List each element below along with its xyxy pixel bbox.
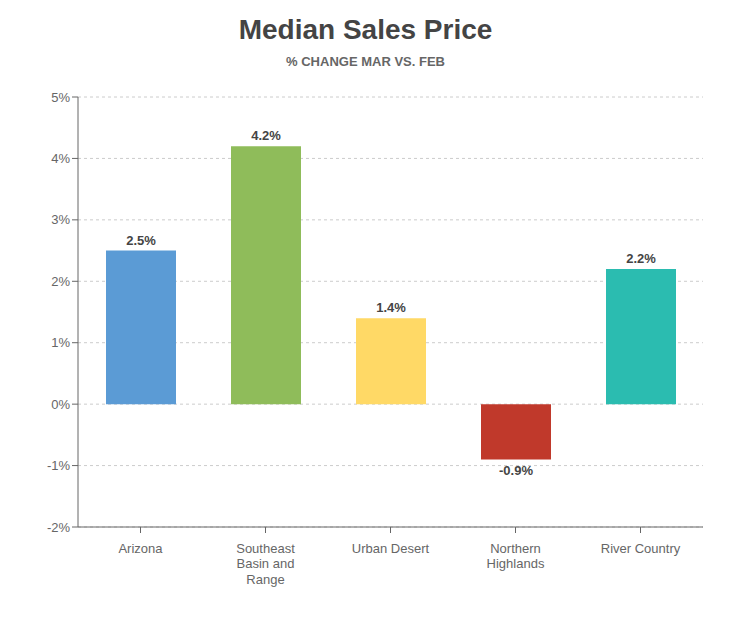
svg-text:0%: 0% xyxy=(51,397,70,412)
svg-text:2.5%: 2.5% xyxy=(126,233,156,248)
svg-text:5%: 5% xyxy=(51,90,70,105)
svg-text:SoutheastBasin andRange: SoutheastBasin andRange xyxy=(236,541,295,587)
svg-text:2.2%: 2.2% xyxy=(626,251,656,266)
svg-text:River Country: River Country xyxy=(601,541,681,556)
svg-text:-1%: -1% xyxy=(47,458,71,473)
svg-text:1%: 1% xyxy=(51,335,70,350)
html-text:Median Sales Price: Median Sales Price xyxy=(238,14,493,45)
svg-text:Arizona: Arizona xyxy=(118,541,163,556)
svg-text:2%: 2% xyxy=(51,274,70,289)
svg-text:4.2%: 4.2% xyxy=(251,128,281,143)
svg-text:-0.9%: -0.9% xyxy=(499,463,533,478)
svg-text:1.4%: 1.4% xyxy=(376,300,406,315)
svg-text:NorthernHighlands: NorthernHighlands xyxy=(487,541,545,572)
svg-text:-2%: -2% xyxy=(47,520,71,535)
svg-text:Urban Desert: Urban Desert xyxy=(352,541,430,556)
html-text:% CHANGE MAR VS. FEB: % CHANGE MAR VS. FEB xyxy=(286,54,445,69)
svg-text:4%: 4% xyxy=(51,151,70,166)
svg-text:3%: 3% xyxy=(51,212,70,227)
